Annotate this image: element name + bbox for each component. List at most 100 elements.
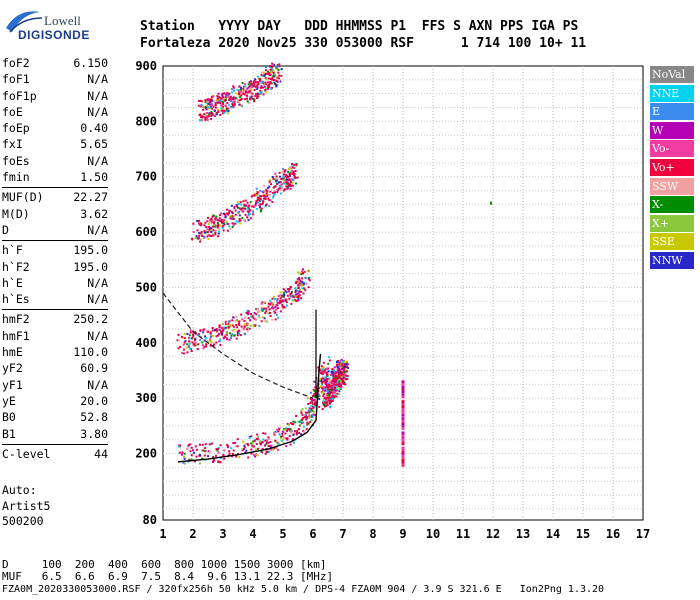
echo-point [342,376,345,379]
echo-point [207,98,210,101]
echo-point [277,71,280,74]
profile-curve [177,353,322,463]
echo-point [284,180,287,183]
echo-point [287,288,290,291]
y-tick-label: 300 [135,391,157,405]
echo-point [264,77,267,80]
echo-point [272,308,275,311]
echo-point [238,103,241,106]
echo-point [325,367,328,370]
echo-point [328,385,331,388]
param-value: N/A [87,377,108,392]
echo-point [274,83,277,86]
echo-point [320,379,323,382]
echo-point [260,81,263,84]
echo-point [318,378,321,381]
echo-point [207,115,210,118]
echo-point [199,119,202,122]
echo-point [287,171,290,174]
echo-point [232,100,235,103]
echo-point [186,447,189,450]
echo-point [247,444,250,447]
echo-point [261,301,264,304]
echo-point [182,455,185,458]
echo-point [241,81,244,84]
echo-point [258,440,261,443]
echo-point [337,371,340,374]
echo-point [340,370,343,373]
echo-point [234,222,237,225]
echo-point [238,93,241,96]
echo-point [342,367,345,370]
echo-point [300,419,303,422]
echo-point [343,363,346,366]
echo-point [236,201,239,204]
param-value: 60.9 [80,361,108,376]
param-value: 3.62 [80,206,108,221]
echo-point [285,178,288,181]
echo-point [247,206,250,209]
echo-point [335,395,338,398]
echo-point [265,192,268,195]
echo-point [232,89,235,92]
echo-point [220,330,223,333]
echo-point [225,107,228,110]
echo-point [257,314,260,317]
param-row: yE 20.0 [2,394,108,410]
echo-point [196,229,199,232]
echo-point [198,462,201,465]
echo-point [244,333,247,336]
echo-point [213,115,216,118]
echo-point [401,380,405,384]
echo-point [238,218,241,221]
echo-point [268,451,271,454]
echo-point [335,374,338,377]
echo-point [290,302,293,305]
echo-point [334,380,337,383]
echo-point [207,455,210,458]
echo-point [238,207,241,210]
echo-point [322,395,325,398]
echo-point [224,323,227,326]
echo-point [221,227,224,230]
echo-point [303,431,306,434]
x-tick-label: 5 [279,527,286,541]
echo-point [232,325,235,328]
echo-point [336,366,339,369]
legend-ssw: SSW [650,177,694,195]
echo-point [254,78,257,81]
echo-point [233,103,236,106]
echo-point [326,388,329,391]
echo-point [229,323,232,326]
param-row: B1 3.80 [2,427,108,443]
echo-point [322,400,325,403]
echo-point [258,310,261,313]
echo-point [192,333,195,336]
echo-point [286,178,289,181]
echo-point [201,443,204,446]
echo-point [401,409,405,413]
echo-point [302,429,305,432]
echo-point [210,230,213,233]
echo-point [184,340,187,343]
echo-point [253,312,256,315]
echo-point [290,291,293,294]
echo-point [278,426,281,429]
echo-point [226,443,229,446]
echo-point [256,87,259,90]
echo-point [221,93,224,96]
echo-point [228,450,231,453]
dashed-curve [162,292,314,399]
echo-point [258,196,261,199]
echo-point [226,212,229,215]
echo-point [244,207,247,210]
echo-point [235,92,238,95]
echo-point [215,328,218,331]
echo-point [256,97,259,100]
echo-point [259,89,262,92]
echo-point [276,442,279,445]
echo-point [314,386,317,389]
echo-point [256,454,259,457]
echo-point [287,177,290,180]
echo-point [324,379,327,382]
